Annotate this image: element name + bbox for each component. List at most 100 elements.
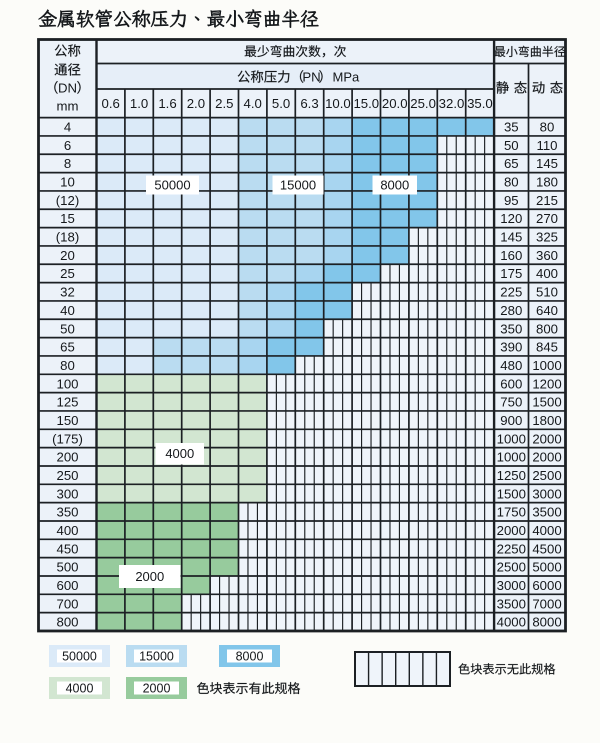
svg-text:1750: 1750	[497, 505, 526, 520]
svg-text:2000: 2000	[143, 681, 171, 695]
svg-text:10: 10	[60, 175, 75, 190]
svg-text:145: 145	[536, 156, 558, 171]
svg-text:200: 200	[56, 450, 78, 465]
svg-text:4.0: 4.0	[244, 96, 262, 111]
svg-text:15000: 15000	[280, 177, 316, 192]
svg-text:0.6: 0.6	[102, 96, 120, 111]
svg-text:175: 175	[500, 266, 522, 281]
svg-text:800: 800	[536, 321, 558, 336]
svg-text:510: 510	[536, 285, 558, 300]
svg-text:1.0: 1.0	[130, 96, 148, 111]
svg-text:180: 180	[536, 175, 558, 190]
svg-text:2500: 2500	[532, 468, 561, 483]
svg-text:280: 280	[500, 303, 522, 318]
svg-text:640: 640	[536, 303, 558, 318]
svg-text:1500: 1500	[497, 486, 526, 501]
svg-text:1800: 1800	[532, 413, 561, 428]
svg-text:480: 480	[500, 358, 522, 373]
svg-text:8000: 8000	[532, 615, 561, 630]
svg-text:225: 225	[500, 285, 522, 300]
svg-text:8: 8	[64, 156, 71, 171]
svg-text:1250: 1250	[497, 468, 526, 483]
svg-text:10.0: 10.0	[325, 96, 351, 111]
svg-text:1500: 1500	[532, 395, 561, 410]
svg-text:32.0: 32.0	[439, 96, 465, 111]
svg-text:50000: 50000	[154, 177, 190, 192]
svg-text:360: 360	[536, 248, 558, 263]
svg-text:3500: 3500	[497, 596, 526, 611]
svg-text:2.0: 2.0	[187, 96, 205, 111]
svg-text:3000: 3000	[497, 578, 526, 593]
svg-text:4000: 4000	[532, 523, 561, 538]
svg-text:300: 300	[56, 486, 78, 501]
svg-text:1000: 1000	[497, 450, 526, 465]
svg-text:15000: 15000	[139, 649, 174, 663]
svg-text:2.5: 2.5	[215, 96, 233, 111]
svg-text:25: 25	[60, 266, 75, 281]
svg-text:110: 110	[536, 138, 557, 153]
svg-text:4000: 4000	[497, 615, 526, 630]
svg-text:600: 600	[56, 578, 78, 593]
svg-text:50: 50	[504, 138, 519, 153]
svg-text:800: 800	[56, 615, 78, 630]
svg-text:65: 65	[60, 340, 75, 355]
svg-text:450: 450	[56, 541, 78, 556]
svg-text:700: 700	[56, 596, 78, 611]
svg-text:900: 900	[500, 413, 522, 428]
svg-text:DN: DN	[58, 81, 77, 96]
svg-text:6000: 6000	[532, 578, 561, 593]
svg-text:8000: 8000	[236, 649, 264, 663]
svg-text:65: 65	[504, 156, 519, 171]
svg-text:4: 4	[64, 120, 71, 135]
svg-text:5.0: 5.0	[272, 96, 290, 111]
svg-text:20: 20	[60, 248, 75, 263]
svg-text:500: 500	[56, 560, 78, 575]
svg-text:400: 400	[536, 266, 558, 281]
svg-text:15.0: 15.0	[353, 96, 379, 111]
svg-text:400: 400	[56, 523, 78, 538]
svg-text:50: 50	[60, 321, 75, 336]
svg-text:4500: 4500	[532, 541, 561, 556]
svg-text:1200: 1200	[532, 376, 561, 391]
svg-text:5000: 5000	[532, 560, 561, 575]
svg-text:PN: PN	[302, 70, 320, 85]
svg-text:1000: 1000	[497, 431, 526, 446]
svg-text:80: 80	[540, 120, 555, 135]
svg-text:750: 750	[500, 395, 522, 410]
svg-text:80: 80	[504, 175, 519, 190]
svg-text:2000: 2000	[532, 431, 561, 446]
svg-text:50000: 50000	[62, 649, 97, 663]
svg-text:600: 600	[500, 376, 522, 391]
svg-text:350: 350	[500, 321, 522, 336]
svg-text:325: 325	[536, 230, 558, 245]
svg-text:7000: 7000	[532, 596, 561, 611]
svg-text:6.3: 6.3	[300, 96, 318, 111]
svg-text:4000: 4000	[66, 681, 94, 695]
svg-text:40: 40	[60, 303, 75, 318]
svg-text:6: 6	[64, 138, 71, 153]
svg-text:35: 35	[504, 120, 519, 135]
svg-text:80: 80	[60, 358, 75, 373]
svg-text:35.0: 35.0	[467, 96, 493, 111]
svg-text:15: 15	[60, 211, 75, 226]
svg-text:(18): (18)	[56, 230, 79, 245]
svg-text:150: 150	[56, 413, 78, 428]
svg-text:350: 350	[56, 505, 78, 520]
svg-text:845: 845	[536, 340, 558, 355]
svg-text:2250: 2250	[497, 541, 526, 556]
svg-text:3500: 3500	[532, 505, 561, 520]
svg-text:120: 120	[500, 211, 522, 226]
svg-text:3000: 3000	[532, 486, 561, 501]
svg-text:MPa: MPa	[333, 70, 361, 85]
svg-text:4000: 4000	[165, 446, 194, 461]
svg-text:1000: 1000	[532, 358, 561, 373]
svg-text:(175): (175)	[52, 431, 83, 446]
svg-text:2500: 2500	[497, 560, 526, 575]
svg-text:95: 95	[504, 193, 519, 208]
svg-text:20.0: 20.0	[382, 96, 408, 111]
svg-text:215: 215	[536, 193, 558, 208]
svg-text:100: 100	[56, 376, 78, 391]
svg-text:32: 32	[60, 285, 75, 300]
svg-text:8000: 8000	[380, 177, 409, 192]
svg-text:145: 145	[500, 230, 522, 245]
